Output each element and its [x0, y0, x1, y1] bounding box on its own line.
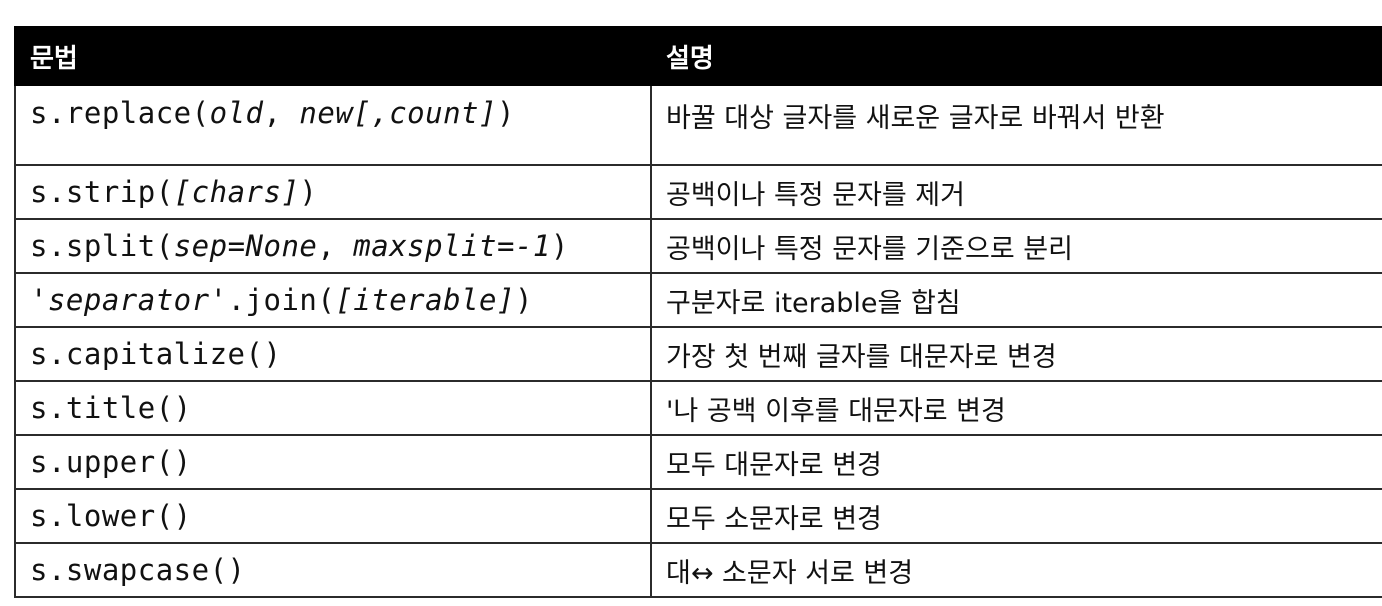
- syntax-cell: s.title(): [14, 380, 652, 436]
- syntax-cell: s.strip([chars]): [14, 164, 652, 220]
- table-row: s.lower() 모두 소문자로 변경: [14, 488, 1382, 544]
- table-row: s.strip([chars]) 공백이나 특정 문자를 제거: [14, 164, 1382, 220]
- table-row: s.upper() 모두 대문자로 변경: [14, 434, 1382, 490]
- syntax-text: ): [299, 175, 318, 209]
- syntax-text: ,: [263, 96, 300, 130]
- syntax-text: '.join(: [209, 283, 336, 317]
- description-cell: 바꿀 대상 글자를 새로운 글자로 바꿔서 반환: [650, 84, 1382, 166]
- string-methods-table: 문법 설명 s.replace(old, new[,count]) 바꿀 대상 글…: [14, 26, 1382, 598]
- syntax-param: sep=None: [173, 229, 318, 263]
- description-cell: 가장 첫 번째 글자를 대문자로 변경: [650, 326, 1382, 382]
- syntax-cell: s.split(sep=None, maxsplit=-1): [14, 218, 652, 274]
- syntax-text: s.lower(): [30, 499, 192, 533]
- syntax-text: ): [496, 96, 515, 130]
- syntax-cell: s.lower(): [14, 488, 652, 544]
- description-cell: 구분자로 iterable을 합침: [650, 272, 1382, 328]
- syntax-cell: s.capitalize(): [14, 326, 652, 382]
- syntax-text: s.capitalize(): [30, 337, 282, 371]
- description-cell: 모두 소문자로 변경: [650, 488, 1382, 544]
- syntax-text: s.title(): [30, 391, 192, 425]
- description-cell: 모두 대문자로 변경: [650, 434, 1382, 490]
- syntax-cell: 'separator'.join([iterable]): [14, 272, 652, 328]
- syntax-text: ,: [317, 229, 354, 263]
- table-row: s.split(sep=None, maxsplit=-1) 공백이나 특정 문자…: [14, 218, 1382, 274]
- table-row: s.swapcase() 대↔ 소문자 서로 변경: [14, 542, 1382, 598]
- description-cell: 공백이나 특정 문자를 기준으로 분리: [650, 218, 1382, 274]
- syntax-param: new[,count]: [299, 96, 497, 130]
- syntax-cell: s.swapcase(): [14, 542, 652, 598]
- description-cell: 공백이나 특정 문자를 제거: [650, 164, 1382, 220]
- syntax-text: s.swapcase(): [30, 553, 246, 587]
- table-row: 'separator'.join([iterable]) 구분자로 iterabl…: [14, 272, 1382, 328]
- syntax-param: [iterable]: [335, 283, 515, 317]
- syntax-text: s.split(: [30, 229, 174, 263]
- table-row: s.replace(old, new[,count]) 바꿀 대상 글자를 새로운…: [14, 84, 1382, 166]
- syntax-cell: s.replace(old, new[,count]): [14, 84, 652, 166]
- syntax-cell: s.upper(): [14, 434, 652, 490]
- syntax-text: ): [514, 283, 533, 317]
- string-methods-table-container: 문법 설명 s.replace(old, new[,count]) 바꿀 대상 글…: [14, 26, 1382, 598]
- syntax-text: ): [550, 229, 569, 263]
- syntax-text: ': [30, 283, 48, 317]
- syntax-text: s.upper(): [30, 445, 192, 479]
- header-syntax: 문법: [14, 26, 652, 86]
- syntax-param: [chars]: [173, 175, 300, 209]
- syntax-text: s.strip(: [30, 175, 174, 209]
- table-row: s.capitalize() 가장 첫 번째 글자를 대문자로 변경: [14, 326, 1382, 382]
- table-body: s.replace(old, new[,count]) 바꿀 대상 글자를 새로운…: [14, 84, 1382, 598]
- header-description: 설명: [650, 26, 1382, 86]
- syntax-param: separator: [47, 283, 210, 317]
- description-cell: 대↔ 소문자 서로 변경: [650, 542, 1382, 598]
- description-cell: '나 공백 이후를 대문자로 변경: [650, 380, 1382, 436]
- table-row: s.title() '나 공백 이후를 대문자로 변경: [14, 380, 1382, 436]
- table-header: 문법 설명: [14, 26, 1382, 86]
- syntax-text: s.replace(: [30, 96, 210, 130]
- header-row: 문법 설명: [14, 26, 1382, 86]
- syntax-param: maxsplit=-1: [353, 229, 551, 263]
- syntax-param: old: [209, 96, 264, 130]
